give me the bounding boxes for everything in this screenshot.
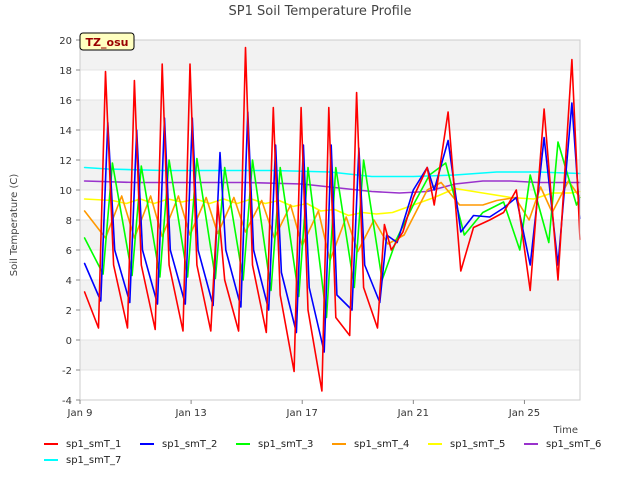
y-tick-label: 2 [66, 306, 72, 317]
legend: sp1_smT_1 sp1_smT_2 sp1_smT_3 sp1_smT_4 sp1_… [40, 437, 640, 477]
legend-label: sp1_smT_1 [66, 438, 122, 450]
legend-swatch [140, 443, 154, 445]
legend-swatch [44, 443, 58, 445]
legend-item-sp1-smt-4: sp1_smT_4 [332, 437, 409, 451]
x-tick-label: Jan 21 [397, 408, 429, 419]
series-line-sp1-smt-3 [83, 141, 581, 319]
legend-swatch [44, 459, 58, 461]
x-tick-label: Jan 17 [286, 408, 318, 419]
tz-badge: TZ_osu [79, 32, 135, 51]
tz-badge-label: TZ_osu [86, 36, 129, 49]
y-axis-label: Soil Temperature (C) [9, 174, 20, 277]
grid-band [80, 280, 580, 310]
y-tick-label: 14 [59, 126, 72, 137]
y-tick-label: 16 [59, 96, 72, 107]
grid-band [80, 70, 580, 100]
y-tick-label: 18 [59, 66, 72, 77]
grid-band [80, 40, 580, 70]
legend-item-sp1-smt-2: sp1_smT_2 [140, 437, 217, 451]
y-tick-label: 0 [66, 336, 72, 347]
x-axis-label: Time [553, 425, 578, 436]
y-tick-label: 8 [66, 216, 72, 227]
legend-label: sp1_smT_6 [546, 438, 602, 450]
legend-item-sp1-smt-1: sp1_smT_1 [44, 437, 121, 451]
grid-band [80, 370, 580, 400]
series-line-sp1-smt-2 [83, 102, 581, 353]
legend-swatch [332, 443, 346, 445]
y-axis-ticks: -4 -2 0 2 4 6 8 10 12 14 16 18 20 [59, 36, 80, 407]
series-line-sp1-smt-4 [83, 180, 581, 262]
y-tick-label: -2 [62, 366, 72, 377]
x-axis-ticks: Jan 9 Jan 13 Jan 17 Jan 21 Jan 25 [67, 400, 540, 419]
legend-label: sp1_smT_3 [258, 438, 314, 450]
legend-item-sp1-smt-3: sp1_smT_3 [236, 437, 313, 451]
y-tick-label: 20 [59, 36, 72, 47]
legend-item-sp1-smt-7: sp1_smT_7 [44, 453, 121, 467]
series-line-sp1-smt-1 [83, 46, 581, 392]
y-tick-label: -4 [62, 396, 72, 407]
series-line-sp1-smt-7 [83, 166, 581, 178]
legend-label: sp1_smT_4 [354, 438, 410, 450]
y-tick-label: 12 [59, 156, 72, 167]
x-tick-label: Jan 25 [508, 408, 540, 419]
legend-label: sp1_smT_7 [66, 454, 122, 466]
grid-band [80, 340, 580, 370]
x-tick-label: Jan 13 [174, 408, 206, 419]
legend-item-sp1-smt-6: sp1_smT_6 [524, 437, 601, 451]
grid-band [80, 310, 580, 340]
y-tick-label: 4 [66, 276, 72, 287]
x-tick-label: Jan 9 [67, 408, 93, 419]
legend-swatch [236, 443, 250, 445]
y-tick-label: 6 [66, 246, 72, 257]
legend-swatch [428, 443, 442, 445]
chart-title: SP1 Soil Temperature Profile [229, 4, 412, 19]
legend-item-sp1-smt-5: sp1_smT_5 [428, 437, 505, 451]
legend-swatch [524, 443, 538, 445]
legend-label: sp1_smT_2 [162, 438, 218, 450]
series-layer [83, 46, 581, 392]
legend-label: sp1_smT_5 [450, 438, 506, 450]
y-tick-label: 10 [59, 186, 72, 197]
